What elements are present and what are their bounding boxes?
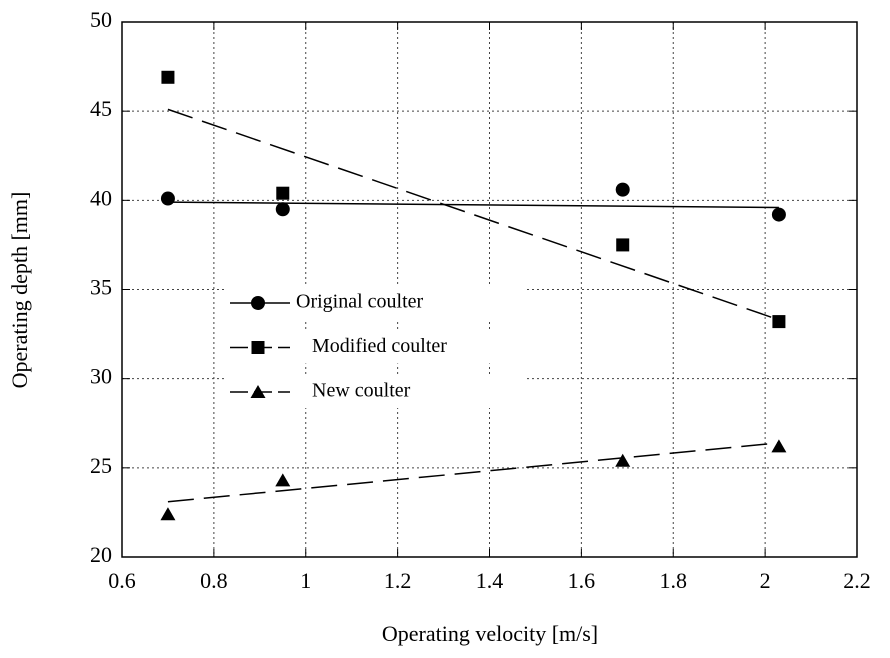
x-tick-label: 1 [300, 568, 311, 593]
x-tick-label: 0.8 [200, 568, 228, 593]
y-tick-label: 25 [90, 453, 112, 478]
x-tick-label: 1.4 [476, 568, 504, 593]
marker [772, 315, 786, 329]
x-tick-label: 1.2 [384, 568, 412, 593]
marker [616, 238, 630, 252]
marker [250, 385, 266, 398]
legend-bg [226, 331, 526, 364]
legend-label: Modified coulter [312, 335, 447, 357]
marker [771, 439, 787, 453]
x-tick-label: 0.6 [108, 568, 136, 593]
trend-line [167, 442, 779, 503]
marker [615, 453, 631, 467]
x-tick-label: 1.8 [660, 568, 688, 593]
marker [275, 473, 291, 487]
marker [615, 182, 630, 197]
x-tick-label: 1.6 [568, 568, 596, 593]
marker [160, 507, 176, 521]
legend-label: Original coulter [296, 291, 424, 313]
y-tick-label: 50 [90, 7, 112, 32]
legend-bg [226, 376, 526, 408]
marker [161, 70, 175, 84]
x-tick-label: 2 [760, 568, 771, 593]
y-axis-label: Operating depth [mm] [7, 192, 32, 389]
legend-label: New coulter [312, 380, 411, 402]
marker [275, 202, 290, 217]
marker [251, 341, 265, 354]
marker [160, 191, 175, 206]
marker [771, 207, 786, 222]
y-tick-label: 45 [90, 96, 112, 121]
x-axis-label: Operating velocity [m/s] [382, 621, 598, 646]
trend-line [167, 201, 779, 209]
y-tick-label: 30 [90, 364, 112, 389]
marker [251, 296, 265, 310]
x-tick-label: 2.2 [843, 568, 871, 593]
y-tick-label: 40 [90, 185, 112, 210]
y-tick-label: 20 [90, 542, 112, 567]
y-tick-label: 35 [90, 275, 112, 300]
plot-frame [121, 21, 858, 558]
marker [276, 186, 290, 200]
